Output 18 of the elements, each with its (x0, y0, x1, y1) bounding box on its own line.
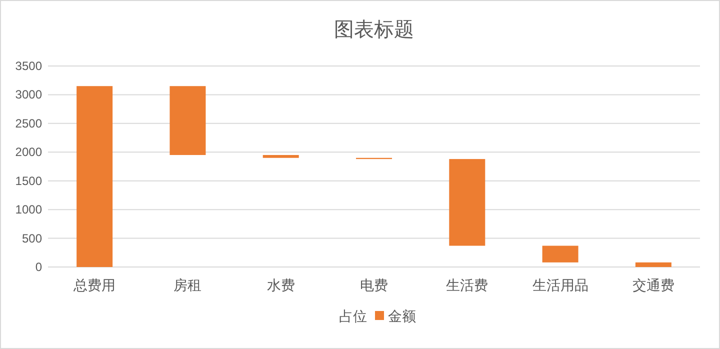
y-tick-label: 1000 (15, 202, 42, 217)
y-tick-label: 1500 (15, 174, 42, 188)
y-tick-label: 500 (22, 231, 42, 246)
chart-title: 图表标题 (334, 19, 414, 41)
x-tick-label: 生活用品 (532, 277, 588, 293)
x-tick-label: 总费用 (72, 277, 116, 293)
y-tick-label: 3500 (15, 59, 42, 73)
x-tick-label: 电费 (360, 277, 388, 293)
y-tick-label: 2500 (15, 116, 42, 130)
legend-title: 占位 (339, 308, 367, 324)
y-tick-label: 2000 (15, 145, 42, 160)
y-tick-label: 3000 (15, 88, 42, 102)
legend-label: 金额 (388, 308, 416, 324)
x-tick-label: 水费 (266, 277, 295, 293)
y-tick-label: 0 (35, 260, 42, 274)
x-tick-label: 房租 (174, 277, 202, 293)
x-tick-label: 生活费 (446, 277, 488, 293)
x-tick-label: 交通费 (632, 277, 674, 293)
